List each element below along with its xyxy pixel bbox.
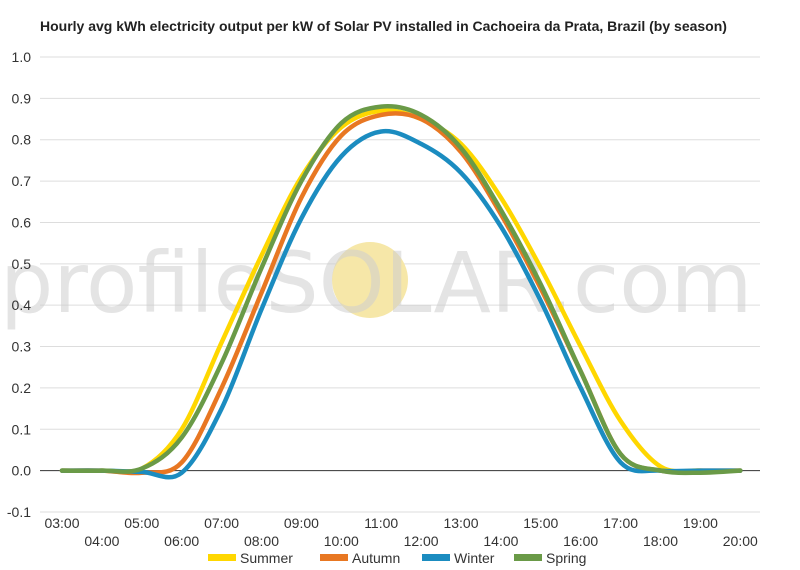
x-tick-label: 11:00 [364, 515, 398, 531]
series-line-spring [59, 104, 743, 476]
legend-swatch-summer [208, 554, 236, 561]
x-tick-label: 05:00 [124, 515, 159, 531]
y-tick-label: 1.0 [12, 49, 32, 65]
x-tick-label: 03:00 [44, 515, 79, 531]
legend-label-autumn: Autumn [352, 550, 400, 566]
legend: Summer Autumn Winter Spring [208, 550, 586, 566]
series-lines [59, 104, 743, 480]
gridlines [40, 56, 760, 513]
x-tick-label: 09:00 [284, 515, 319, 531]
x-tick-label: 08:00 [244, 533, 279, 549]
legend-label-winter: Winter [454, 550, 495, 566]
x-tick-label: 10:00 [324, 533, 359, 549]
chart-title: Hourly avg kWh electricity output per kW… [40, 18, 727, 34]
x-tick-label: 15:00 [523, 515, 558, 531]
x-tick-label: 04:00 [84, 533, 119, 549]
x-tick-label: 16:00 [563, 533, 598, 549]
y-tick-label: 0.4 [12, 297, 32, 313]
x-tick-label: 12:00 [404, 533, 439, 549]
legend-swatch-autumn [320, 554, 348, 561]
y-tick-label: 0.5 [12, 256, 32, 272]
watermark-sun-icon [332, 242, 408, 318]
legend-swatch-spring [514, 554, 542, 561]
x-tick-label: 06:00 [164, 533, 199, 549]
y-tick-label: 0.2 [12, 380, 32, 396]
axes: -0.1 0.0 0.1 0.2 0.3 0.4 0.5 0.6 0.7 0.8 0.9 1.0 03:… [7, 49, 760, 549]
y-tick-label: 0.3 [12, 339, 32, 355]
x-tick-label: 20:00 [723, 533, 758, 549]
watermark-text: profileSOLAR.com [0, 234, 752, 332]
y-tick-label: 0.0 [12, 463, 32, 479]
legend-label-summer: Summer [240, 550, 293, 566]
legend-label-spring: Spring [546, 550, 586, 566]
x-tick-label: 17:00 [603, 515, 638, 531]
y-tick-label: 0.1 [12, 421, 32, 437]
series-line-winter [59, 128, 743, 480]
x-tick-label: 18:00 [643, 533, 678, 549]
x-tick-label: 19:00 [683, 515, 718, 531]
y-tick-label: 0.7 [12, 173, 32, 189]
watermark: profileSOLAR.com [0, 234, 752, 332]
x-tick-label: 14:00 [483, 533, 518, 549]
y-tick-label: 0.8 [12, 132, 32, 148]
y-tick-label: 0.6 [12, 214, 32, 230]
y-tick-label: -0.1 [7, 504, 31, 520]
legend-swatch-winter [422, 554, 450, 561]
x-tick-label: 13:00 [443, 515, 478, 531]
y-tick-label: 0.9 [12, 90, 32, 106]
x-tick-label: 07:00 [204, 515, 239, 531]
